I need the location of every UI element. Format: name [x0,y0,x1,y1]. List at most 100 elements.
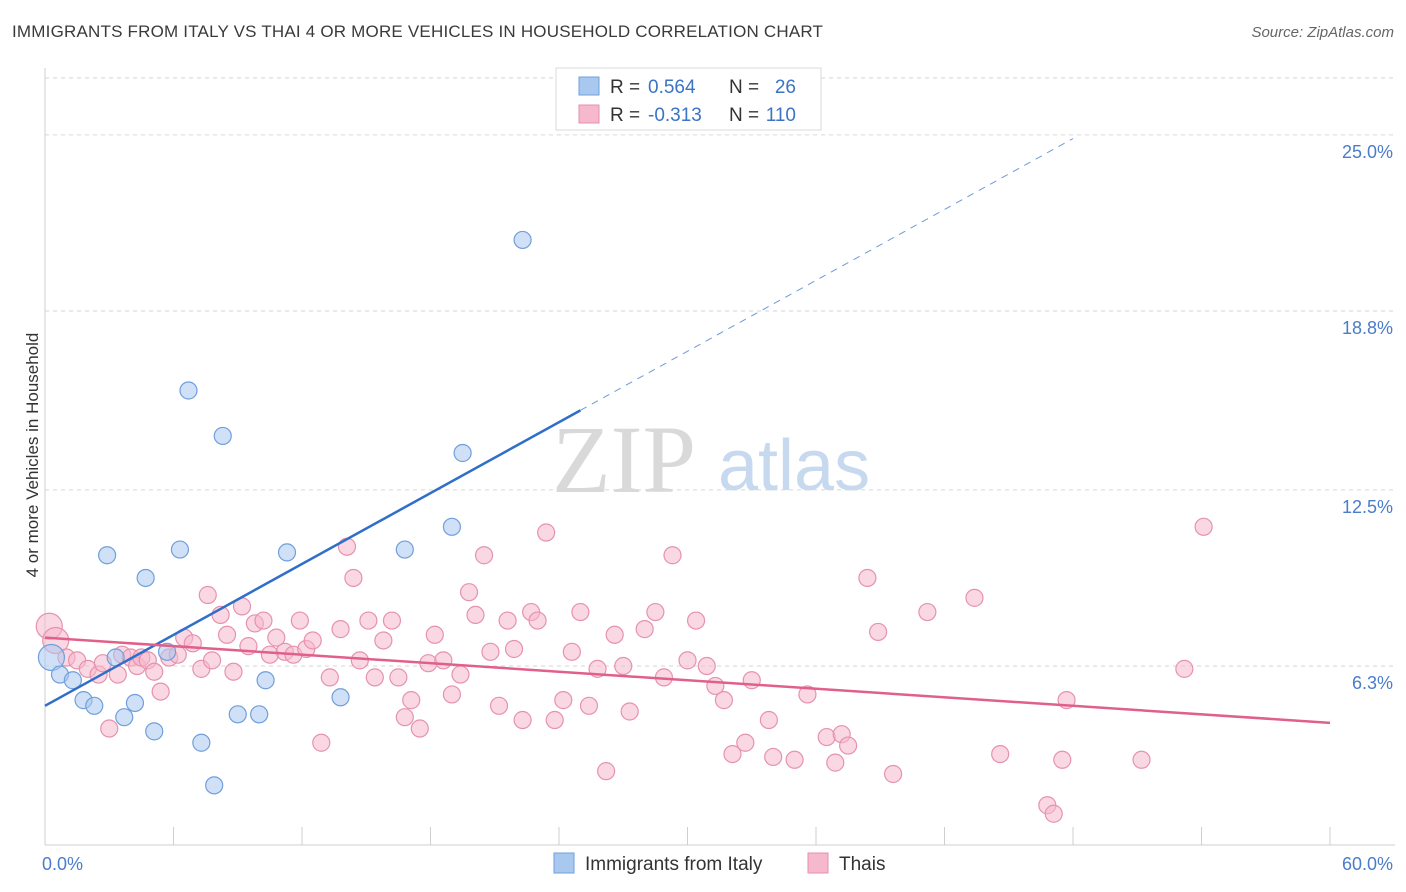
trend-line-italy-extension [580,138,1074,411]
point-thais [545,710,564,730]
watermark-atlas: atlas [718,426,870,506]
point-thais [817,727,836,747]
point-italy [85,696,104,715]
point-thais [513,710,532,730]
point-thais [395,708,414,727]
point-thais [359,611,378,630]
point-thais [614,656,633,676]
point-thais [498,611,517,630]
point-thais [331,620,350,639]
point-thais [267,628,286,647]
series-italy-points [37,230,532,795]
point-thais [451,665,470,684]
point-thais [344,568,363,588]
point-thais [646,602,665,622]
y-tick-label: 6.3% [1352,673,1393,693]
trend-lines [44,138,1331,725]
point-italy [157,642,177,661]
legend-r-value: 0.564 [648,77,696,98]
y-tick-label: 25.0% [1342,142,1393,162]
legend-box [555,67,822,131]
point-thais [798,685,817,704]
y-tick-label: 12.5% [1342,497,1393,517]
point-thais [254,611,273,630]
point-italy [453,443,472,463]
watermark: ZIP atlas [552,406,870,513]
legend-n-value: 26 [775,77,796,98]
legend-n-label: N = [729,105,759,126]
point-thais [635,620,654,639]
point-thais [869,622,888,642]
axes [44,68,1395,846]
bottom-legend-swatch [553,852,575,874]
point-thais [1194,517,1213,536]
legend-n-value: 110 [766,105,796,126]
point-thais [1175,659,1194,678]
point-italy [331,688,350,707]
chart-title: IMMIGRANTS FROM ITALY VS THAI 4 OR MORE … [12,22,824,41]
point-thais [474,546,494,565]
point-thais [402,691,421,710]
point-thais [965,588,984,607]
legend-r-label: R = [610,105,640,126]
point-thais [365,668,384,687]
point-italy [250,705,269,724]
point-italy [125,693,145,713]
y-tick-label: 18.8% [1342,318,1393,338]
point-thais [620,702,639,721]
point-thais [571,602,590,622]
legend-swatch [578,104,600,124]
point-thais [736,733,755,752]
x-tick-labels: 0.0% 60.0% [42,854,1393,874]
point-thais [504,639,524,659]
point-italy [213,426,232,446]
point-thais [723,744,742,764]
point-thais [678,651,697,670]
point-thais [382,611,402,630]
watermark-zip: ZIP [552,406,696,513]
point-thais [759,710,778,730]
point-thais [459,583,479,602]
bottom-legend-swatch [807,852,829,874]
point-italy [395,540,414,559]
point-thais [303,631,322,650]
point-thais [425,625,444,644]
legend-n-label: N = [729,77,759,98]
point-thais [554,691,573,710]
chart-source: Source: ZipAtlas.com [1251,24,1394,41]
point-thais [466,605,485,625]
point-thais [290,611,309,630]
point-italy [145,722,164,741]
point-thais [198,585,217,605]
point-thais [481,642,500,661]
point-thais [410,719,429,738]
bottom-legend-label: Immigrants from Italy [585,854,763,875]
point-thais [224,662,243,681]
point-italy [136,568,155,588]
point-italy [179,381,198,400]
trend-line-italy [44,409,582,707]
point-italy [98,546,117,565]
point-thais [663,546,682,565]
legend-swatch [578,76,600,96]
point-thais [883,764,903,784]
point-thais [537,523,556,542]
gridlines [45,77,1395,667]
point-italy [256,671,275,690]
point-thais [337,537,357,556]
point-thais [100,719,119,738]
legend-r-label: R = [610,77,640,98]
point-thais [434,651,453,670]
point-thais [764,747,783,767]
point-italy [513,230,532,250]
point-thais [528,611,547,630]
top-legend: R = 0.564 N = 26 R = -0.313 N = 110 [555,67,822,131]
point-thais [489,696,509,715]
point-thais [145,662,164,681]
point-thais [991,744,1010,764]
point-thais [686,611,706,630]
point-thais [389,668,408,687]
point-italy [63,671,82,690]
point-thais [579,696,599,715]
